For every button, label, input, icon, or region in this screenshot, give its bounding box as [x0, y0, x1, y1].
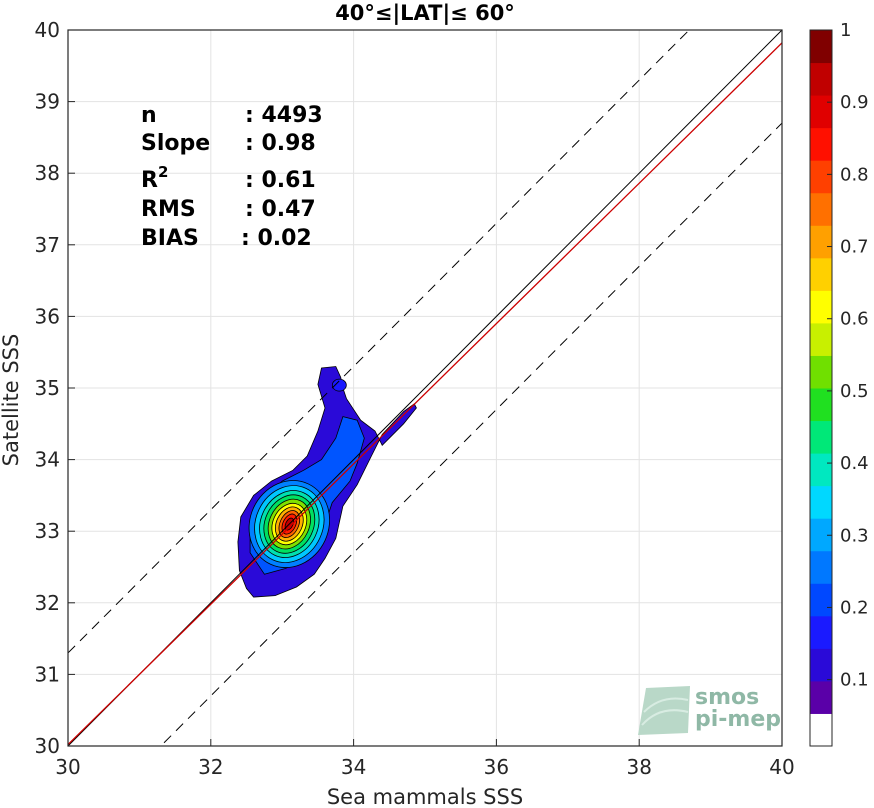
- x-tick-label: 36: [484, 755, 509, 779]
- colorbar-frame: [809, 29, 833, 747]
- colorbar-swatch: [810, 225, 832, 259]
- stat-n-value: : 4493: [245, 103, 323, 128]
- y-tick-label: 38: [35, 161, 60, 185]
- statistics-box: n : 4493 Slope : 0.98 R2 : 0.61 RMS : 0.…: [141, 103, 323, 251]
- colorbar-swatch: [810, 30, 832, 64]
- colorbar-swatch: [810, 192, 832, 226]
- reference-line-regression: [68, 42, 782, 746]
- colorbar-tick-label: 0.5: [840, 381, 869, 402]
- colorbar-swatch: [810, 550, 832, 584]
- colorbar-swatch: [810, 95, 832, 129]
- x-axis-ticks: 30 32 34 36 38 40: [55, 739, 795, 779]
- colorbar-tick-label: 0.6: [840, 309, 869, 330]
- reference-line-lower: [160, 122, 782, 746]
- stat-slope-label: Slope: [141, 131, 210, 156]
- colorbar-tick-label: 0.2: [840, 597, 869, 618]
- reference-line-1:1: [68, 30, 782, 746]
- colorbar-tick-label: 0.7: [840, 237, 869, 258]
- y-tick-label: 33: [35, 519, 60, 543]
- colorbar-swatch: [810, 518, 832, 552]
- colorbar-tick-label: 0.4: [840, 453, 869, 474]
- stat-slope-value: : 0.98: [245, 131, 316, 156]
- logo-text-smos: smos: [695, 685, 759, 710]
- x-axis-label: Sea mammals SSS: [327, 785, 523, 808]
- colorbar-swatch: [810, 290, 832, 324]
- colorbar-ticks: 0.1 0.2 0.3 0.4 0.5 0.6 0.7 0.8 0.9 1: [827, 20, 869, 691]
- x-tick-label: 34: [341, 755, 366, 779]
- colorbar-swatch: [810, 322, 832, 356]
- x-tick-label: 40: [769, 755, 794, 779]
- colorbar-swatch: [810, 355, 832, 389]
- colorbar-tick-label: 0.1: [840, 670, 869, 691]
- colorbar-swatch: [810, 127, 832, 161]
- colorbar-tick-label: 0.8: [840, 164, 869, 185]
- stat-rms-value: : 0.47: [245, 197, 316, 222]
- y-tick-label: 30: [35, 734, 60, 758]
- y-tick-label: 35: [35, 376, 60, 400]
- contour-band: [331, 378, 347, 392]
- stat-rms-label: RMS: [141, 197, 196, 222]
- y-tick-label: 36: [35, 304, 60, 328]
- smos-pimep-logo: smos pi-mep: [638, 685, 781, 735]
- colorbar-swatch: [810, 583, 832, 617]
- colorbar-swatch: [810, 615, 832, 649]
- reference-line-upper: [68, 30, 690, 654]
- x-tick-label: 32: [198, 755, 223, 779]
- colorbar-swatch: [810, 420, 832, 454]
- colorbar-swatch: [810, 453, 832, 487]
- y-tick-label: 39: [35, 90, 60, 114]
- reference-lines: [68, 30, 782, 746]
- y-tick-label: 37: [35, 233, 60, 257]
- logo-text-pimep: pi-mep: [695, 707, 781, 732]
- chart-title: 40°≤|LAT|≤ 60°: [335, 1, 515, 26]
- stat-r2-value: : 0.61: [245, 168, 316, 193]
- stat-bias-label: BIAS: [141, 226, 199, 251]
- colorbar-swatch: [810, 713, 832, 747]
- y-tick-label: 34: [35, 448, 60, 472]
- colorbar-tick-label: 0.9: [840, 92, 869, 113]
- x-tick-label: 38: [626, 755, 651, 779]
- y-axis-label: Satellite SSS: [0, 334, 23, 467]
- y-tick-label: 31: [35, 662, 60, 686]
- colorbar: [810, 30, 832, 747]
- colorbar-swatch: [810, 62, 832, 96]
- stat-n-label: n: [141, 103, 157, 128]
- y-axis-ticks: 30 31 32 33 34 35 36 37 38 39 40: [35, 18, 75, 758]
- colorbar-swatch: [810, 160, 832, 194]
- colorbar-tick-label: 1: [840, 20, 851, 41]
- stat-r2-label: R2: [141, 163, 168, 193]
- colorbar-tick-label: 0.3: [840, 525, 869, 546]
- y-tick-label: 32: [35, 591, 60, 615]
- stat-bias-value: : 0.02: [241, 226, 312, 251]
- density-contours: [237, 366, 417, 598]
- colorbar-swatch: [810, 257, 832, 291]
- colorbar-swatch: [810, 388, 832, 422]
- colorbar-swatch: [810, 485, 832, 519]
- y-tick-label: 40: [35, 18, 60, 42]
- colorbar-swatch: [810, 648, 832, 682]
- x-tick-label: 30: [55, 755, 80, 779]
- colorbar-swatch: [810, 680, 832, 714]
